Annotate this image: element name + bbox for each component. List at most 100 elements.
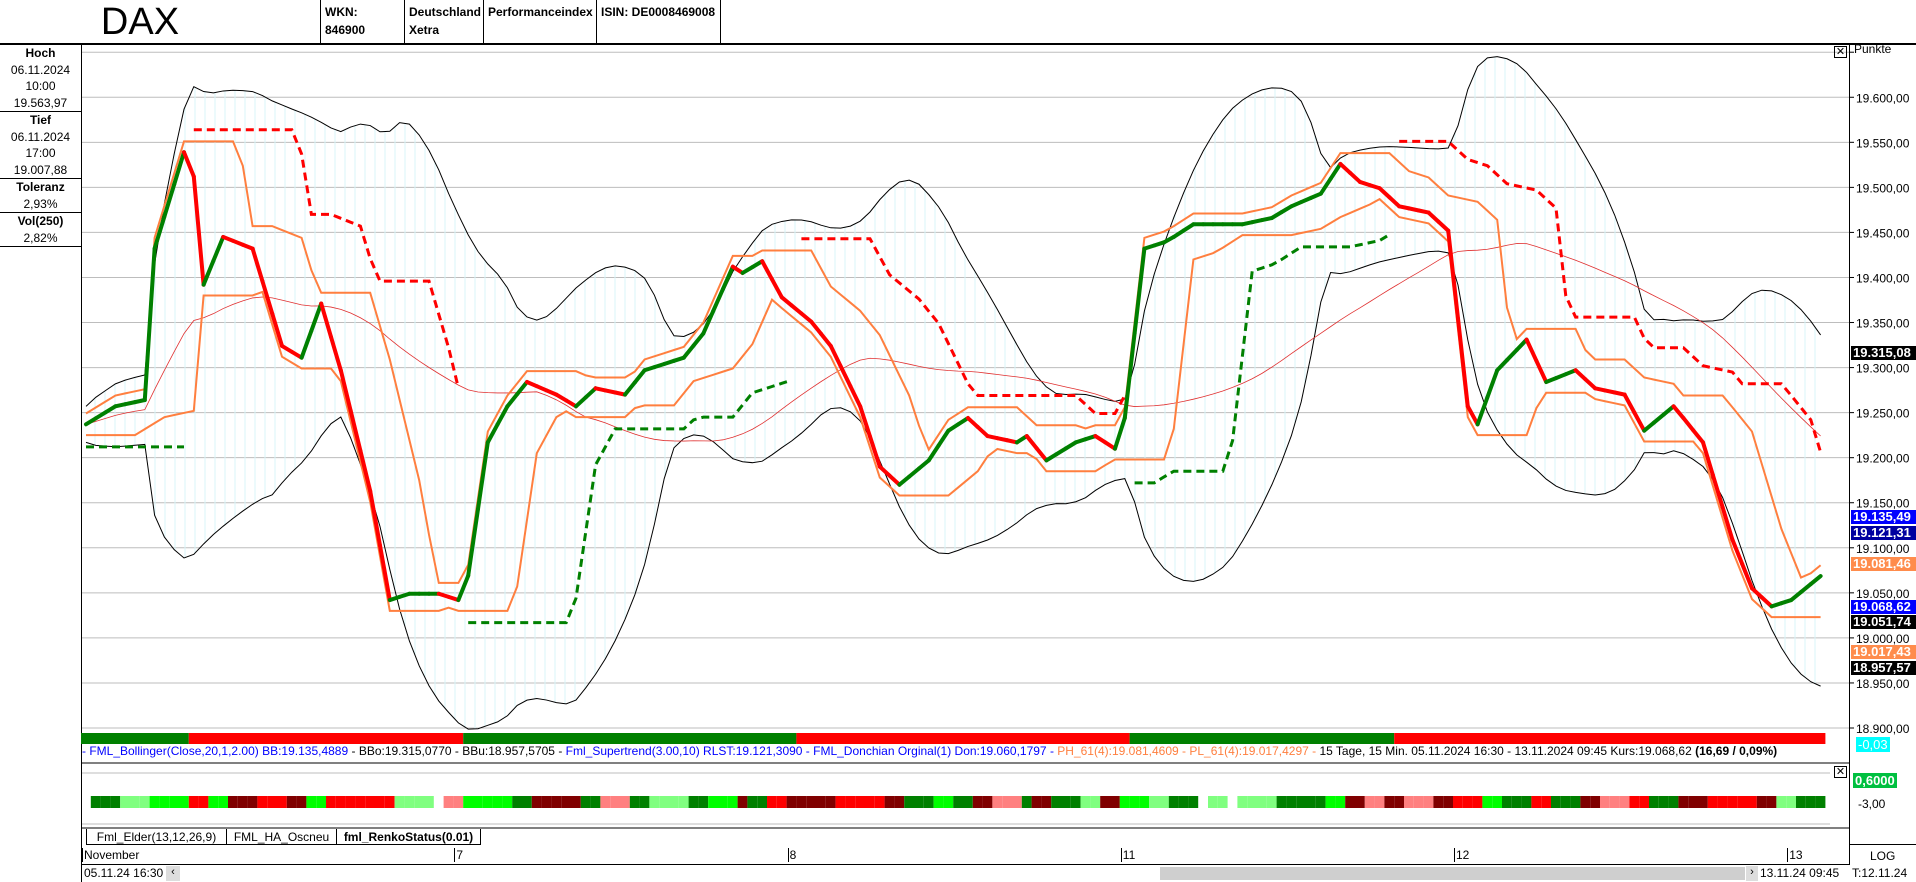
tab-ha-osc[interactable]: FML_HA_Oscneu [226, 829, 336, 845]
price-segment [142, 246, 157, 403]
divider [82, 864, 1850, 865]
renko-status-block [110, 796, 121, 808]
renko-status-block [855, 796, 865, 808]
legend-supertrend: Fml_Supertrend(3.00,10) RLST:19.121,3090… [565, 744, 1058, 758]
renko-status-block [600, 796, 611, 808]
price-segment [1691, 428, 1705, 445]
renko-status-block [267, 796, 277, 808]
renko-status-block [561, 796, 571, 808]
high-section: Hoch 06.11.2024 10:00 19.563,97 [0, 45, 81, 112]
price-segment [868, 434, 882, 469]
range-end: 13.11.24 09:45 [1760, 866, 1840, 880]
renko-status-block [1247, 796, 1257, 808]
time-axis-label: November [82, 848, 140, 862]
renko-status-block [394, 796, 405, 808]
renko-status-block [953, 796, 963, 808]
close-panel-icon[interactable]: ✕ [1834, 766, 1847, 778]
renko-status-block [1139, 796, 1150, 808]
time-axis-label: 8 [787, 848, 797, 862]
renko-status-block [1257, 796, 1267, 808]
price-label: 19.017,43 [1851, 645, 1916, 660]
price-segment [1122, 331, 1137, 421]
renko-status-block [590, 796, 601, 808]
y-tick-label: 19.050,00 [1856, 587, 1910, 601]
price-segment [1485, 368, 1500, 400]
renko-status-block [218, 796, 228, 808]
tab-renko-status[interactable]: fml_RenkoStatus(0.01) [336, 829, 481, 845]
renko-status-block [1609, 796, 1620, 808]
price-segment [887, 473, 902, 487]
price-segment [819, 331, 833, 348]
price-segment [260, 279, 275, 316]
renko-status-block [414, 796, 424, 808]
price-segment [721, 264, 735, 291]
renko-status-block [541, 796, 552, 808]
renko-status-block [522, 796, 532, 808]
renko-status-block [884, 796, 895, 808]
renko-status-block [198, 796, 209, 808]
scrollbar-thumb[interactable] [1160, 867, 1745, 880]
price-segment [1671, 404, 1686, 421]
price-segment [1034, 446, 1049, 463]
renko-status-block [943, 796, 954, 808]
renko-status-block [1002, 796, 1012, 808]
trend-status-segment [1394, 733, 1826, 744]
renko-status-block [1188, 796, 1199, 808]
scroll-left-button[interactable]: ‹ [166, 866, 180, 881]
renko-status-block [1306, 796, 1316, 808]
change-badge: -0,03 [1856, 737, 1890, 752]
y-tick-label: 19.450,00 [1856, 226, 1910, 240]
renko-status-block [1423, 796, 1434, 808]
renko-status-block [551, 796, 562, 808]
legend-change: (16,69 / 0,09%) [1695, 744, 1778, 758]
close-chart-icon[interactable]: ✕ [1834, 46, 1847, 58]
renko-status-block [1041, 796, 1052, 808]
renko-status-block [355, 796, 366, 808]
renko-status-block [1110, 796, 1120, 808]
renko-status-block [228, 796, 238, 808]
renko-status-block [992, 796, 1003, 808]
price-segment [1113, 416, 1127, 451]
price-segment [1652, 412, 1666, 425]
y-tick-label: 18.950,00 [1856, 677, 1910, 691]
renko-status-block [786, 796, 797, 808]
tab-elder[interactable]: Fml_Elder(13,12,26,9) [86, 829, 226, 845]
y-tick-label: 19.000,00 [1856, 632, 1910, 646]
renko-status-block [384, 796, 395, 808]
renko-status-block [502, 796, 513, 808]
renko-status-block [120, 796, 130, 808]
price-segment [632, 368, 647, 385]
renko-status-block [1443, 796, 1453, 808]
renko-status-block [629, 796, 640, 808]
renko-status-block [365, 796, 375, 808]
price-segment [936, 428, 951, 448]
renko-status-block [1070, 796, 1081, 808]
price-label: 19.068,62 [1851, 600, 1916, 615]
renko-status-block [649, 796, 660, 808]
renko-status-block [1355, 796, 1365, 808]
price-segment [789, 303, 804, 316]
price-segment [1740, 562, 1754, 591]
price-segment [182, 150, 196, 179]
price-segment [1799, 582, 1813, 595]
renko-status-block [1462, 796, 1473, 808]
price-segment [711, 286, 725, 314]
renko-status-block [326, 796, 336, 808]
renko-status-block [708, 796, 718, 808]
renko-status-block [463, 796, 473, 808]
scale-mode[interactable]: LOG [1870, 849, 1896, 863]
price-segment [319, 301, 333, 339]
price-segment [975, 425, 990, 439]
price-segment [858, 404, 872, 439]
price-label: 18.957,57 [1851, 661, 1916, 676]
renko-status-block [914, 796, 924, 808]
y-tick-label: 19.200,00 [1856, 452, 1910, 466]
price-segment [191, 174, 206, 287]
price-segment [1024, 434, 1039, 451]
time-axis-label: 11 [1120, 848, 1136, 862]
exchange-cell: Deutschland Xetra [405, 0, 484, 43]
scroll-right-button[interactable]: › [1746, 866, 1758, 881]
price-segment [505, 392, 520, 409]
renko-status-block [1776, 796, 1787, 808]
